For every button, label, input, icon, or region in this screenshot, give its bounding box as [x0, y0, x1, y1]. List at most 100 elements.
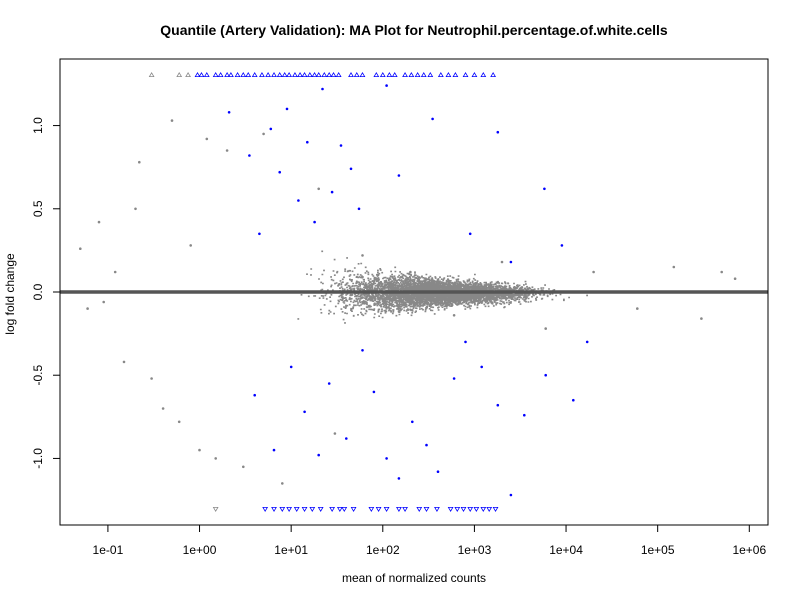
clipped-down-triangle	[454, 507, 461, 512]
data-point	[317, 187, 321, 191]
x-tick-label: 1e-01	[93, 543, 124, 557]
clipped-up-triangle	[203, 72, 210, 77]
clipped-up-triangle	[176, 72, 183, 77]
clipped-down-triangle	[341, 507, 348, 512]
data-point	[242, 465, 245, 469]
clipped-up-triangle	[217, 72, 224, 77]
significant-data-point	[468, 232, 472, 236]
data-point	[720, 270, 723, 274]
clipped-down-triangle	[309, 507, 316, 512]
clipped-down-triangle	[383, 507, 390, 512]
x-tick-label: 1e+03	[458, 543, 492, 557]
clipped-up-triangle	[286, 72, 293, 77]
clipped-down-triangle	[423, 507, 430, 512]
clipped-up-triangle	[353, 72, 360, 77]
clipped-up-triangle	[185, 72, 191, 77]
data-point	[86, 307, 89, 310]
clipped-down-triangle	[317, 507, 324, 512]
significant-data-point	[349, 167, 353, 171]
clipped-down-triangle	[350, 507, 357, 512]
clipped-up-triangle	[402, 72, 408, 77]
clipped-up-triangle	[271, 72, 277, 77]
data-point	[361, 254, 364, 257]
clipped-up-triangle	[330, 72, 337, 77]
y-tick-label: 1.0	[31, 117, 45, 134]
clipped-up-triangle	[471, 72, 478, 77]
clipped-up-triangle	[452, 72, 459, 77]
significant-data-point	[278, 170, 282, 174]
significant-data-point	[425, 443, 428, 447]
clipped-up-triangle	[251, 72, 258, 77]
significant-data-point	[248, 154, 251, 157]
clipped-up-triangle	[321, 72, 328, 77]
clipped-down-triangle	[402, 507, 408, 512]
clipped-up-triangle	[480, 72, 487, 77]
significant-data-point	[345, 437, 348, 440]
significant-data-point	[253, 393, 256, 397]
clipped-up-triangle	[245, 72, 252, 77]
data-point	[122, 360, 126, 364]
data-points	[79, 72, 737, 512]
plot-frame	[59, 58, 769, 526]
significant-data-point	[258, 232, 261, 236]
clipped-up-triangle	[414, 72, 421, 77]
clipped-up-triangle	[148, 72, 155, 77]
significant-data-point	[431, 117, 434, 121]
data-point	[161, 407, 165, 410]
significant-data-point	[436, 470, 440, 474]
data-point	[672, 265, 676, 269]
clipped-up-triangle	[297, 72, 303, 77]
significant-data-point	[303, 410, 306, 414]
significant-data-point	[339, 144, 343, 147]
significant-data-point	[397, 477, 401, 480]
data-point	[113, 270, 117, 274]
data-point	[333, 432, 337, 435]
clipped-down-triangle	[368, 507, 375, 512]
data-point	[189, 244, 192, 247]
clipped-up-triangle	[234, 72, 241, 77]
x-axis-label: mean of normalized counts	[342, 571, 486, 585]
significant-data-point	[560, 244, 564, 247]
y-tick-label: -0.5	[31, 365, 45, 386]
y-tick-label: 0.5	[31, 200, 45, 217]
x-tick-label: 1e+04	[549, 543, 583, 557]
significant-data-point	[509, 260, 513, 264]
clipped-up-triangle	[306, 72, 313, 77]
significant-data-point	[272, 448, 276, 452]
clipped-up-triangle	[259, 72, 265, 77]
clipped-down-triangle	[279, 507, 286, 512]
data-point	[138, 160, 141, 164]
significant-data-point	[285, 107, 289, 111]
data-point	[97, 220, 101, 224]
clipped-up-triangle	[276, 72, 283, 77]
clipped-up-triangle	[437, 72, 444, 77]
significant-data-point	[289, 365, 293, 369]
x-tick-label: 1e+05	[641, 543, 675, 557]
clipped-down-triangle	[396, 507, 402, 512]
y-tick-label: 0.0	[31, 283, 45, 300]
significant-data-point	[357, 207, 361, 211]
significant-data-point	[452, 377, 456, 380]
significant-data-point	[397, 174, 401, 177]
clipped-up-triangle	[427, 72, 434, 77]
clipped-up-triangle	[228, 72, 234, 77]
clipped-up-triangle	[359, 72, 366, 77]
clipped-down-triangle	[447, 507, 454, 512]
chart-title: Quantile (Artery Validation): MA Plot fo…	[160, 22, 668, 38]
clipped-down-triangle	[262, 507, 269, 512]
data-point	[79, 247, 82, 250]
significant-data-point	[297, 199, 300, 202]
significant-data-point	[544, 373, 547, 377]
significant-data-point	[385, 84, 388, 87]
clipped-up-triangle	[315, 72, 322, 77]
background-point-cloud	[297, 250, 588, 324]
clipped-up-triangle	[301, 72, 308, 77]
clipped-up-triangle	[212, 72, 219, 77]
clipped-down-triangle	[460, 507, 467, 512]
clipped-up-triangle	[240, 72, 247, 77]
data-point	[409, 270, 412, 274]
data-point	[134, 207, 137, 211]
clipped-down-triangle	[336, 507, 343, 512]
x-tick-label: 1e+00	[183, 543, 217, 557]
